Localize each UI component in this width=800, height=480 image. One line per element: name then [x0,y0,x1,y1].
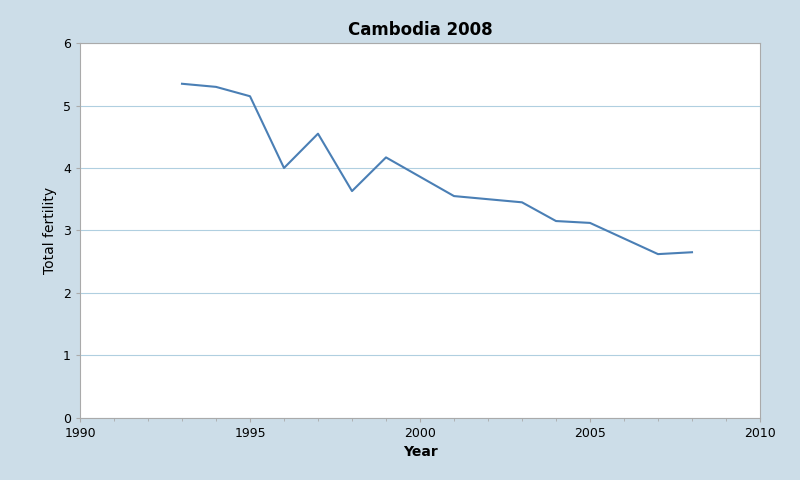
X-axis label: Year: Year [402,445,438,459]
Title: Cambodia 2008: Cambodia 2008 [348,21,492,39]
Y-axis label: Total fertility: Total fertility [43,187,58,274]
